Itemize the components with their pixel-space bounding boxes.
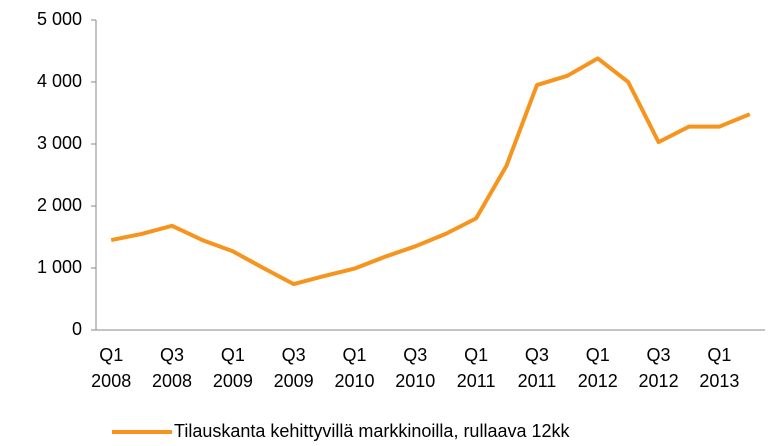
x-tick-label: Q3 2009	[274, 345, 314, 391]
x-tick-label: Q3 2010	[395, 345, 435, 391]
data-line	[110, 56, 751, 287]
y-tick-label: 1 000	[37, 257, 82, 277]
y-tick-label: 3 000	[37, 133, 82, 153]
y-tick-label: 2 000	[37, 195, 82, 215]
y-tick-label: 0	[72, 319, 82, 339]
x-tick-label: Q1 2009	[213, 345, 253, 391]
x-tick-label: Q1 2011	[457, 345, 496, 391]
x-tick-label: Q1 2012	[578, 345, 618, 391]
x-tick-label: Q1 2013	[699, 345, 739, 391]
y-tick-label: 4 000	[37, 71, 82, 91]
legend-label: Tilauskanta kehittyvillä markkinoilla, r…	[174, 421, 570, 441]
y-tick-label: 5 000	[37, 9, 82, 29]
x-tick-label: Q1 2010	[334, 345, 374, 391]
x-tick-label: Q3 2012	[639, 345, 679, 391]
x-tick-label: Q3 2008	[152, 345, 192, 391]
x-tick-label: Q1 2008	[91, 345, 131, 391]
x-tick-label: Q3 2011	[518, 345, 557, 391]
